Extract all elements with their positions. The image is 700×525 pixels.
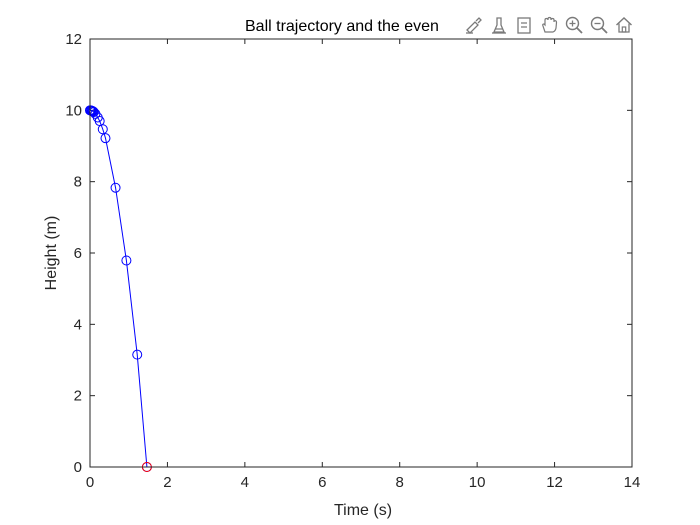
trajectory-point xyxy=(121,255,132,266)
x-tick-label: 8 xyxy=(396,474,404,491)
zoom-in-icon[interactable] xyxy=(561,12,586,38)
trajectory-point xyxy=(132,349,143,360)
x-tick-label: 12 xyxy=(546,474,563,491)
y-tick-label: 12 xyxy=(65,31,82,48)
trajectory-point xyxy=(88,107,99,118)
x-tick-label: 14 xyxy=(624,474,641,491)
pan-icon[interactable] xyxy=(536,12,561,38)
series-layer xyxy=(85,105,152,472)
trajectory-point xyxy=(97,124,108,135)
y-tick-label: 8 xyxy=(74,174,82,191)
y-tick-label: 0 xyxy=(74,459,82,476)
chart-title: Ball trajectory and the even xyxy=(245,18,439,35)
zoom-out-icon[interactable] xyxy=(586,12,611,38)
x-tick-label: 10 xyxy=(469,474,486,491)
data-tips-icon[interactable] xyxy=(486,12,511,38)
x-axis-label: Time (s) xyxy=(334,502,392,519)
trajectory-point xyxy=(90,108,101,119)
y-tick-label: 6 xyxy=(74,245,82,262)
x-tick-label: 4 xyxy=(241,474,249,491)
tick-labels: 0 2 4 6 8 10 12 14 0 2 4 6 8 10 12 xyxy=(65,31,640,491)
trajectory-point xyxy=(100,133,111,144)
y-tick-label: 2 xyxy=(74,388,82,405)
y-axis-label: Height (m) xyxy=(43,216,60,291)
brush-icon[interactable] xyxy=(461,12,486,38)
x-tick-label: 0 xyxy=(86,474,94,491)
x-tick-label: 6 xyxy=(318,474,326,491)
y-tick-label: 4 xyxy=(74,316,82,333)
trajectory-point xyxy=(110,182,121,193)
legend-icon[interactable] xyxy=(511,12,536,38)
axes-box xyxy=(89,38,633,468)
y-tick-label: 10 xyxy=(65,102,82,119)
x-tick-label: 2 xyxy=(163,474,171,491)
home-icon[interactable] xyxy=(611,12,636,38)
axes-toolbar xyxy=(459,12,638,38)
axes-background xyxy=(90,39,632,467)
